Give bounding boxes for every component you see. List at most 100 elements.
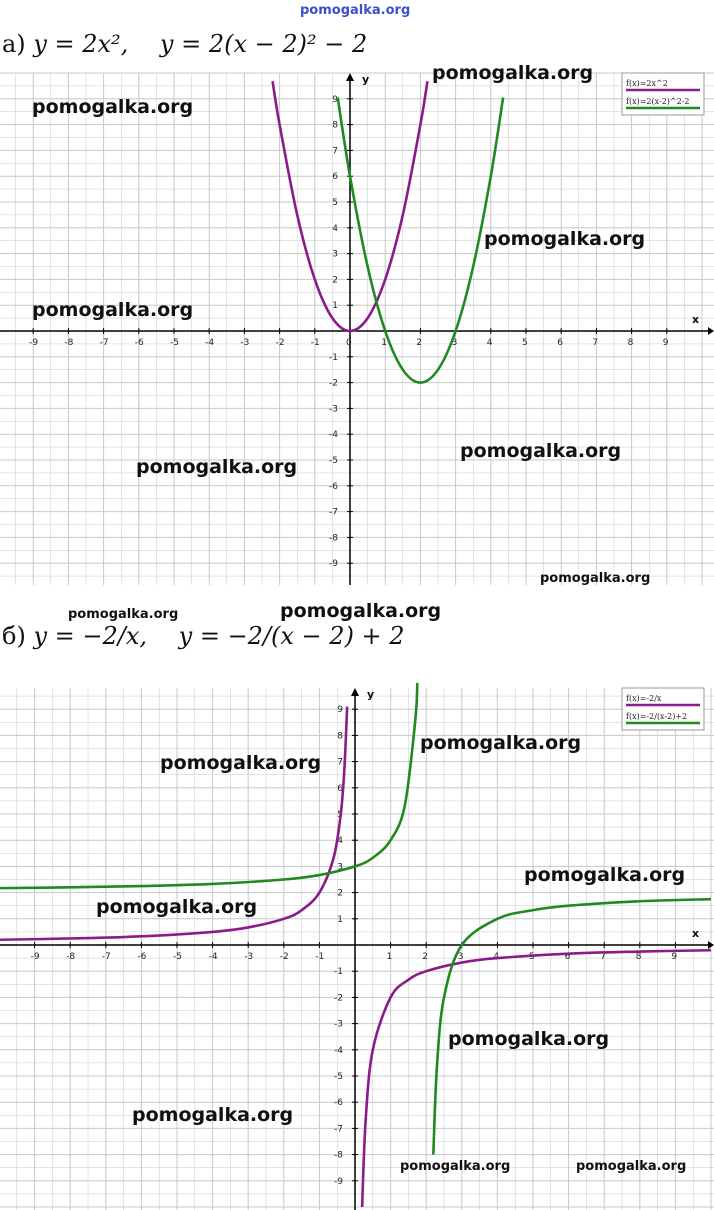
chart-b-grid: [0, 688, 714, 1210]
x-tick-label: -9: [31, 952, 40, 962]
chart-b-series: [0, 682, 712, 1208]
part-a-formula-2: y = 2(x − 2)² − 2: [159, 30, 368, 58]
y-tick-label: 9: [337, 705, 343, 715]
y-tick-label: -6: [334, 1098, 343, 1108]
x-tick-label: -1: [315, 952, 324, 962]
chart-a-series: [271, 81, 505, 384]
x-tick-label: 0: [346, 338, 352, 348]
x-tick-label: -4: [209, 952, 218, 962]
y-tick-label: -2: [334, 993, 343, 1003]
y-tick-label: 9: [332, 95, 338, 105]
series-line-purple: [271, 81, 429, 333]
y-tick-label: 3: [337, 862, 343, 872]
x-tick-label: 9: [663, 338, 669, 348]
x-tick-label: -3: [244, 952, 253, 962]
y-tick-label: 6: [332, 172, 338, 182]
watermark[interactable]: pomogalka.org: [136, 456, 298, 478]
y-tick-label: -5: [329, 456, 338, 466]
watermark-top[interactable]: pomogalka.org: [300, 3, 411, 18]
y-tick-label: -9: [329, 559, 338, 569]
part-b-formula-2: y = −2/(x − 2) + 2: [178, 622, 405, 650]
watermark[interactable]: pomogalka.org: [576, 1159, 687, 1174]
legend-entry: f(x)=-2/(x-2)+2: [626, 712, 687, 721]
y-tick-label: 8: [332, 121, 338, 131]
watermark[interactable]: pomogalka.org: [540, 571, 651, 586]
series-line-green: [0, 682, 419, 890]
y-tick-label: -4: [329, 430, 338, 440]
watermark[interactable]: pomogalka.org: [460, 440, 622, 462]
x-tick-label: -5: [173, 952, 182, 962]
chart-b-legend: f(x)=-2/x f(x)=-2/(x-2)+2: [621, 687, 705, 731]
y-axis-arrow: [351, 688, 359, 696]
x-tick-label: -5: [170, 338, 179, 348]
watermark[interactable]: pomogalka.org: [400, 1159, 511, 1174]
y-tick-label: 4: [337, 836, 343, 846]
watermark[interactable]: pomogalka.org: [448, 1028, 610, 1050]
y-tick-label: 3: [332, 250, 338, 260]
y-tick-label: -1: [329, 353, 338, 363]
x-tick-label: -7: [102, 952, 111, 962]
y-tick-label: -7: [329, 508, 338, 518]
watermark[interactable]: pomogalka.org: [68, 607, 179, 622]
x-tick-label: -2: [276, 338, 285, 348]
y-tick-label: -8: [334, 1151, 343, 1161]
x-tick-label: -3: [240, 338, 249, 348]
y-tick-label: 2: [332, 275, 338, 285]
watermark[interactable]: pomogalka.org: [32, 299, 194, 321]
watermark[interactable]: pomogalka.org: [280, 600, 442, 622]
x-tick-label: -6: [135, 338, 144, 348]
watermark[interactable]: pomogalka.org: [160, 752, 322, 774]
x-tick-label: 2: [416, 338, 422, 348]
chart-a-ticks: -9 -8 -7 -6 -5 -4 -3 -2 -1 0 1 2 3 4 5 6 7 8 9 -9 -8 -7 -6 -5 -4…: [29, 95, 669, 569]
y-tick-label: 7: [337, 758, 343, 768]
watermark[interactable]: pomogalka.org: [32, 96, 194, 118]
watermark[interactable]: pomogalka.org: [432, 62, 594, 84]
y-tick-label: 1: [332, 301, 338, 311]
legend-entry: f(x)=2(x-2)^2-2: [626, 97, 690, 106]
chart-b-axes: xy: [0, 688, 714, 1210]
y-tick-label: -3: [329, 404, 338, 414]
x-tick-label: -2: [280, 952, 289, 962]
y-tick-label: -3: [334, 1020, 343, 1030]
x-tick-label: 9: [671, 952, 677, 962]
x-tick-label: 5: [529, 952, 535, 962]
x-axis-arrow: [708, 941, 714, 949]
y-tick-label: 4: [332, 224, 338, 234]
part-b-formula-1: y = −2/x,: [33, 622, 155, 650]
y-tick-label: -8: [329, 533, 338, 543]
y-tick-label: 8: [337, 731, 343, 741]
y-axis-label: y: [362, 73, 369, 86]
x-tick-label: 6: [565, 952, 571, 962]
watermark[interactable]: pomogalka.org: [484, 228, 646, 250]
y-tick-label: -2: [329, 379, 338, 389]
chart-b: xy -9 -8 -7 -6 -5 -4 -3 -2 -1 1 2 3 4 5 6 7 8 9-9-8-7-6-5…: [0, 682, 714, 1210]
y-tick-label: -1: [334, 967, 343, 977]
y-axis-arrow: [346, 73, 354, 81]
x-tick-label: -7: [100, 338, 109, 348]
part-a-title: а) y = 2x², y = 2(x − 2)² − 2: [2, 30, 367, 58]
x-tick-label: 7: [600, 952, 606, 962]
series-line-purple: [360, 948, 712, 1208]
y-tick-label: -9: [334, 1177, 343, 1187]
watermark[interactable]: pomogalka.org: [96, 896, 258, 918]
x-tick-label: -9: [29, 338, 38, 348]
chart-a: xy -9 -8 -7 -6 -5 -4 -3 -2 -1 0 1 2 3 4 5 6 7 8 9-9-8-7-6-…: [0, 72, 714, 585]
watermark[interactable]: pomogalka.org: [132, 1104, 294, 1126]
x-tick-label: -8: [66, 952, 75, 962]
x-tick-label: 8: [636, 952, 642, 962]
y-tick-label: 5: [332, 198, 338, 208]
x-tick-label: 8: [628, 338, 634, 348]
y-tick-label: -4: [334, 1046, 343, 1056]
legend-entry: f(x)=-2/x: [626, 694, 662, 703]
part-b-label: б): [2, 622, 26, 650]
x-tick-label: -1: [311, 338, 320, 348]
watermark[interactable]: pomogalka.org: [420, 732, 582, 754]
chart-b-ticks: -9 -8 -7 -6 -5 -4 -3 -2 -1 1 2 3 4 5 6 7 8 9 -9 -8 -7 -6 -5 -4 -…: [31, 705, 678, 1187]
watermark[interactable]: pomogalka.org: [524, 864, 686, 886]
x-tick-label: 6: [557, 338, 563, 348]
x-tick-label: 2: [422, 952, 428, 962]
x-tick-label: 5: [522, 338, 528, 348]
part-a-formula-1: y = 2x²,: [33, 30, 136, 58]
x-tick-label: 7: [592, 338, 598, 348]
part-b-title: б) y = −2/x, y = −2/(x − 2) + 2: [2, 622, 405, 650]
